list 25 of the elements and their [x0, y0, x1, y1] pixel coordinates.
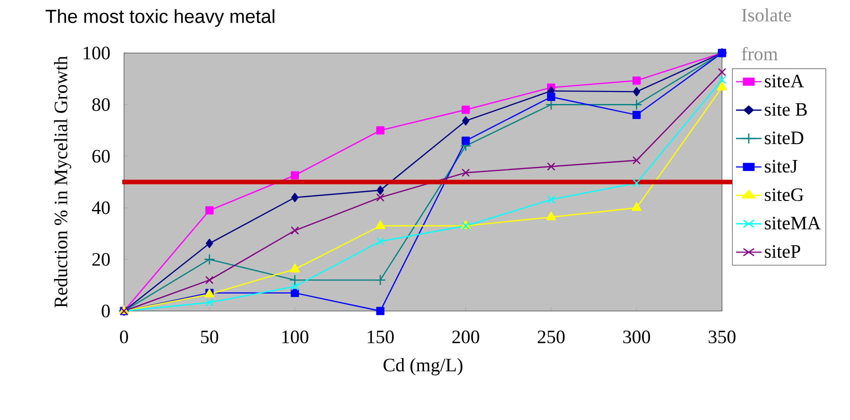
- y-tick-label: 80: [92, 98, 110, 111]
- y-tick-label: 20: [92, 253, 110, 266]
- x-tick-label: 100: [282, 330, 308, 344]
- chart-title: The most toxic heavy metal: [46, 9, 274, 27]
- x-tick-label: 200: [452, 330, 480, 344]
- x-axis-title: Cd (mg/L): [384, 358, 462, 376]
- y-tick-label: 100: [84, 46, 110, 60]
- x-tick-label: 150: [368, 330, 394, 344]
- legend-label: siteG: [764, 188, 804, 202]
- x-tick-label: 50: [201, 330, 218, 344]
- legend-label: siteP: [764, 245, 800, 258]
- x-tick-label: 300: [623, 330, 650, 344]
- text: Isolate from: [742, 8, 792, 60]
- y-tick-label: 40: [92, 201, 110, 214]
- legend-label: siteA: [764, 74, 804, 88]
- y-axis-title: Reduction % in Mycelial Growth: [54, 56, 72, 308]
- x-tick-label: 0: [120, 330, 128, 344]
- legend-label: siteD: [764, 132, 804, 144]
- legend-label: siteJ: [764, 160, 798, 173]
- x-tick-label: 350: [708, 330, 736, 344]
- legend-label: site B: [764, 103, 807, 116]
- y-tick-label: 0: [102, 304, 110, 318]
- y-tick-label: 60: [92, 150, 110, 163]
- legend-label: siteMA: [764, 216, 821, 230]
- x-tick-label: 250: [538, 330, 565, 344]
